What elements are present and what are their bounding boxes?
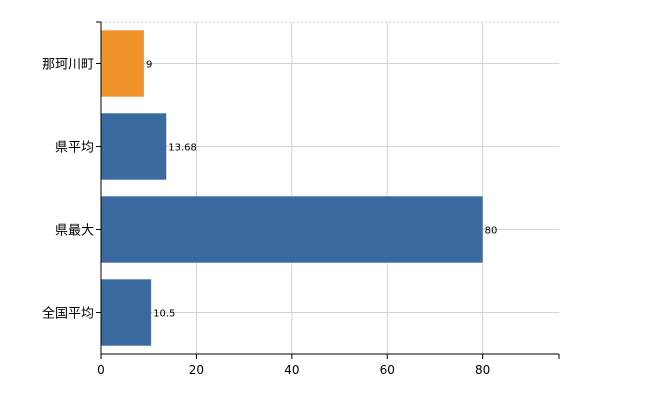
bar-3 <box>101 279 152 346</box>
bar-0 <box>101 30 144 97</box>
category-label-1: 県平均 <box>55 141 94 156</box>
x-tick-label-60: 60 <box>380 363 395 377</box>
data-label-3: 10.5 <box>153 309 175 320</box>
x-tick-label-80: 80 <box>475 363 490 377</box>
data-label-0: 9 <box>146 60 152 71</box>
data-label-2: 80 <box>485 226 498 237</box>
category-label-0: 那珂川町 <box>42 58 94 73</box>
bar-2 <box>101 196 483 263</box>
category-label-2: 県最大 <box>55 224 94 239</box>
x-tick-label-0: 0 <box>97 363 105 377</box>
category-label-3: 全国平均 <box>42 306 94 322</box>
bar-1 <box>101 113 167 180</box>
x-tick-label-20: 20 <box>189 363 204 377</box>
x-tick-label-40: 40 <box>284 363 299 377</box>
data-label-1: 13.68 <box>168 143 197 154</box>
